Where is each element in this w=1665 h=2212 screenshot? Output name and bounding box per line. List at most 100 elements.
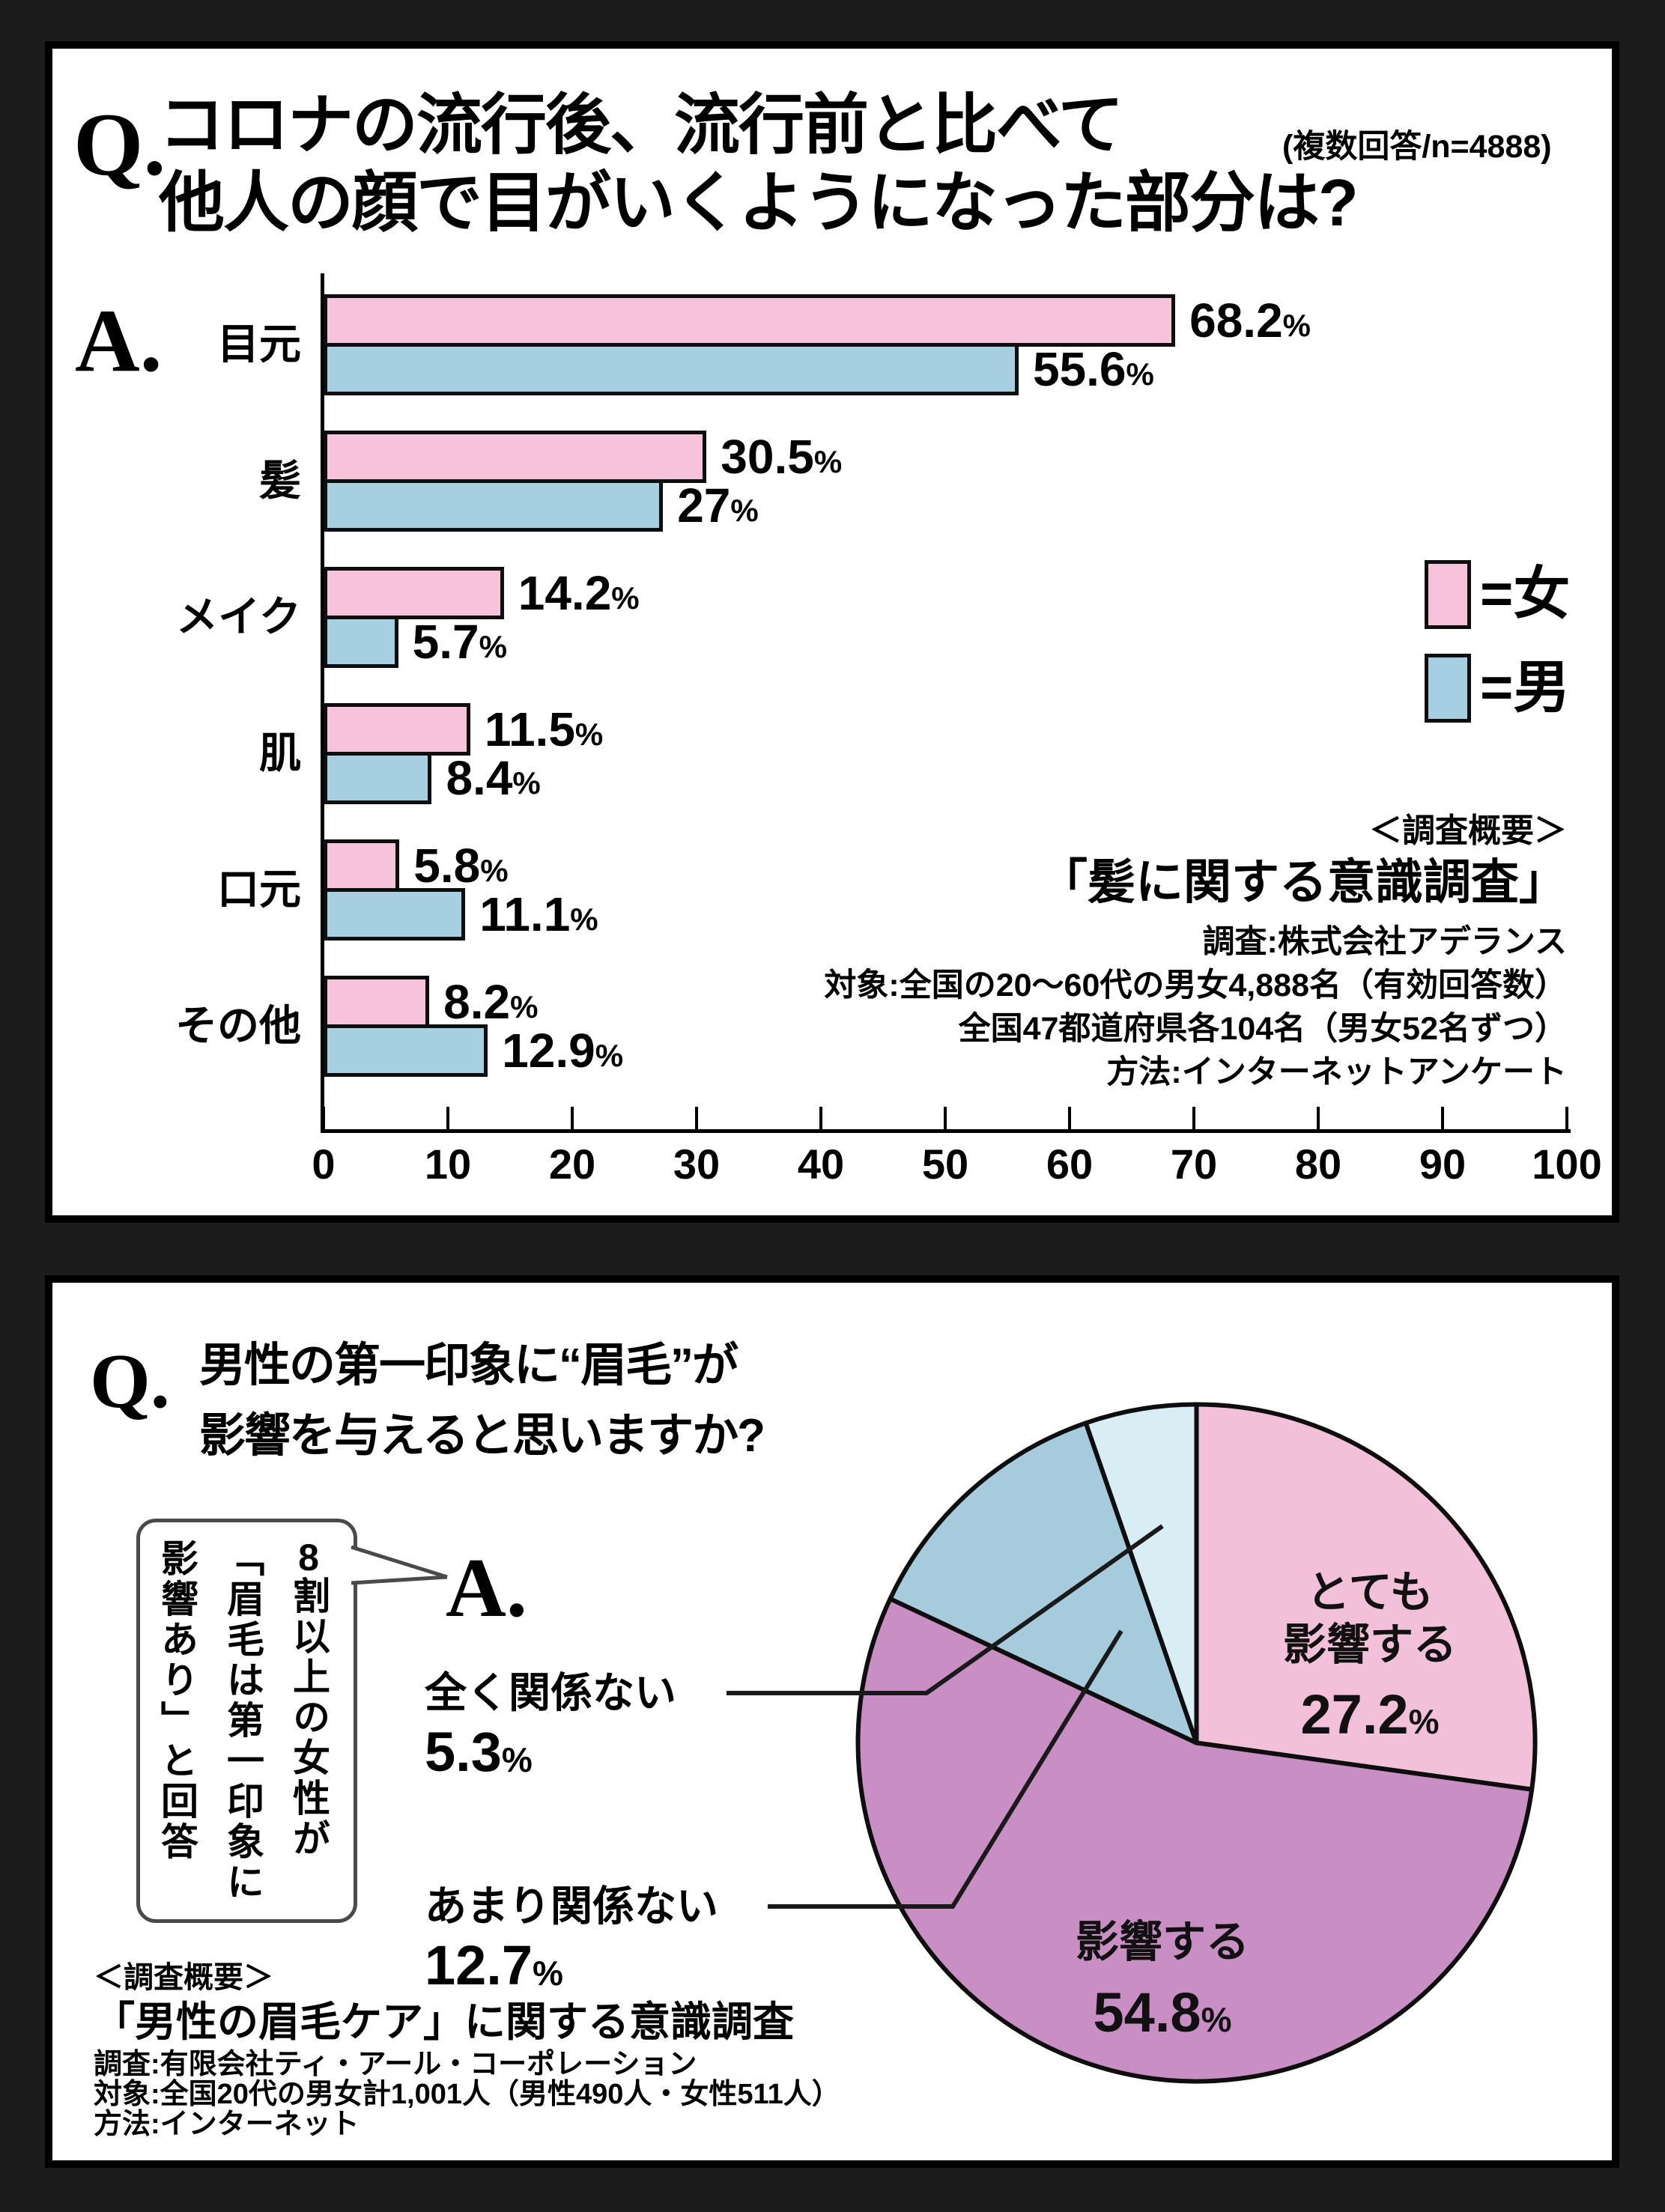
category-label-4: 肌: [259, 729, 301, 777]
bar-value-female-2: 30.5%: [721, 431, 842, 483]
pie-chart-panel: Q. 男性の第一印象に“眉毛”が 影響を与えると思いますか? 8割以上の女性が …: [45, 1275, 1619, 2168]
bar-male-6: [324, 1024, 488, 1077]
legend-label-male: =男: [1480, 656, 1571, 720]
speech-bubble-tail-edge: [351, 1545, 448, 1579]
legend-swatch-male: [1425, 654, 1471, 723]
x-axis-tick-70: [1192, 1107, 1195, 1129]
category-label-2: 髪: [259, 457, 301, 504]
survey-overview-line3: 全国47都道府県各104名（男女52名ずつ）: [958, 1011, 1567, 1047]
survey-overview-line2: 対象:全国の20〜60代の男女4,888名（有効回答数）: [824, 967, 1567, 1003]
multiple-answer-note: (複数回答/n=4888): [1282, 129, 1552, 165]
bar-value-male-4: 8.4%: [446, 752, 540, 804]
bar-male-1: [324, 343, 1019, 395]
pie-slice-1: [1194, 1402, 1538, 1792]
speech-bubble-tail: [349, 1547, 447, 1583]
bar-value-female-3: 14.2%: [518, 567, 640, 619]
chart-title-line2: 他人の顔で目がいくようになった部分は?: [159, 165, 1359, 240]
survey-overview-line2: 対象:全国20代の男女計1,001人（男性490人・女性511人）: [94, 2079, 840, 2110]
callout-label-no-relation: 全く関係ない: [425, 1669, 676, 1716]
bar-chart-panel: Q. コロナの流行後、流行前と比べて 他人の顔で目がいくようになった部分は? (…: [45, 41, 1619, 1223]
bar-male-4: [324, 752, 432, 804]
x-axis-tick-90: [1441, 1107, 1444, 1129]
survey-overview-line4: 方法:インターネットアンケート: [1106, 1054, 1567, 1090]
pie-title-line1: 男性の第一印象に“眉毛”が: [199, 1340, 739, 1391]
callout-value-number: 5.3: [425, 1721, 502, 1783]
x-axis-tick-label-70: 70: [1170, 1140, 1218, 1188]
bar-female-4: [324, 703, 470, 756]
x-axis-tick-80: [1317, 1107, 1320, 1129]
bar-female-5: [324, 839, 400, 892]
pie-value-number: 54.8: [1093, 1981, 1201, 2044]
percent-sign: %: [595, 1038, 624, 1073]
chart-title-line1: コロナの流行後、流行前と比べて: [159, 88, 1123, 162]
percent-sign: %: [1201, 2000, 1232, 2039]
bar-male-5: [324, 888, 466, 941]
bar-value-number: 5.8: [413, 839, 481, 893]
question-mark-label: Q.: [73, 94, 166, 194]
pie-title-line2: 影響を与えると思いますか?: [199, 1410, 765, 1462]
pie-slice-label-affects: 影響する: [1075, 1918, 1249, 1966]
bubble-column-1-text: 割以上の女性が: [288, 1576, 330, 1859]
survey-overview-title: 「髪に関する意識調査」: [1040, 855, 1567, 909]
callout-label-little-relation: あまり関係ない: [425, 1883, 718, 1930]
bar-value-male-5: 11.1%: [479, 888, 598, 941]
bubble-column-1: 8割以上の女性が: [276, 1539, 342, 1903]
bar-male-3: [324, 616, 398, 668]
x-axis-line: [321, 1129, 1571, 1133]
bar-value-number: 30.5: [721, 430, 814, 484]
x-axis-tick-label-100: 100: [1532, 1140, 1602, 1188]
bar-male-2: [324, 479, 664, 532]
survey-overview-line3: 方法:インターネット: [94, 2109, 360, 2140]
pie-slice-value-very-affects: 27.2%: [1250, 1687, 1490, 1742]
y-axis-line: [321, 273, 324, 1133]
bubble-column-3: 影響あり」と回答: [156, 1539, 198, 1862]
percent-sign: %: [730, 493, 759, 528]
x-axis-tick-20: [571, 1107, 574, 1129]
bar-value-male-2: 27%: [677, 479, 759, 532]
survey-overview-line1: 調査:株式会社アデランス: [1202, 924, 1567, 960]
category-label-5: 口元: [217, 866, 301, 913]
bar-value-number: 55.6: [1032, 342, 1126, 396]
answer-mark-label: A.: [75, 291, 163, 390]
bar-value-female-6: 8.2%: [443, 976, 538, 1028]
pie-slice-value-affects: 54.8%: [1043, 1985, 1282, 2041]
x-axis-tick-100: [1565, 1107, 1568, 1129]
bar-female-3: [324, 567, 504, 619]
x-axis-tick-label-20: 20: [548, 1140, 596, 1188]
x-axis-tick-50: [944, 1107, 947, 1129]
bar-value-number: 68.2: [1189, 294, 1283, 347]
percent-sign: %: [574, 717, 604, 752]
x-axis-tick-label-0: 0: [312, 1140, 336, 1188]
x-axis-tick-label-50: 50: [921, 1140, 969, 1188]
callout-value-no-relation: 5.3 %: [425, 1725, 533, 1780]
bubble-number: 8: [298, 1539, 319, 1576]
answer-mark-label: A.: [446, 1542, 527, 1635]
survey-overview-header: ＜調査概要＞: [94, 1961, 273, 1994]
percent-sign: %: [611, 580, 640, 616]
callout-value-number: 12.7: [425, 1934, 533, 1996]
x-axis-tick-label-60: 60: [1046, 1140, 1094, 1188]
category-label-3: メイク: [176, 593, 301, 640]
bar-value-number: 8.2: [443, 975, 511, 1029]
category-label-1: 目元: [217, 320, 301, 368]
bar-value-number: 5.7: [412, 615, 479, 669]
bar-value-number: 8.4: [446, 751, 513, 805]
bar-female-1: [324, 294, 1176, 347]
x-axis-tick-label-30: 30: [673, 1140, 721, 1188]
percent-sign: %: [570, 902, 598, 937]
x-axis-tick-30: [695, 1107, 698, 1129]
survey-overview-line1: 調査:有限会社ティ・アール・コーポレーション: [94, 2049, 697, 2080]
x-axis-tick-10: [446, 1107, 449, 1129]
bar-value-number: 27: [677, 478, 731, 532]
pie-slice-label-very-affects-line2: 影響する: [1282, 1620, 1457, 1669]
category-label-6: その他: [175, 1002, 301, 1049]
x-axis-tick-0: [322, 1107, 325, 1129]
bar-female-6: [324, 976, 430, 1028]
question-mark-label: Q.: [90, 1338, 170, 1424]
percent-sign: %: [1282, 308, 1311, 343]
percent-sign: %: [480, 853, 509, 888]
bar-female-2: [324, 431, 707, 483]
bar-value-number: 12.9: [502, 1024, 595, 1078]
percent-sign: %: [501, 1740, 533, 1779]
bar-value-male-1: 55.6%: [1033, 343, 1154, 395]
